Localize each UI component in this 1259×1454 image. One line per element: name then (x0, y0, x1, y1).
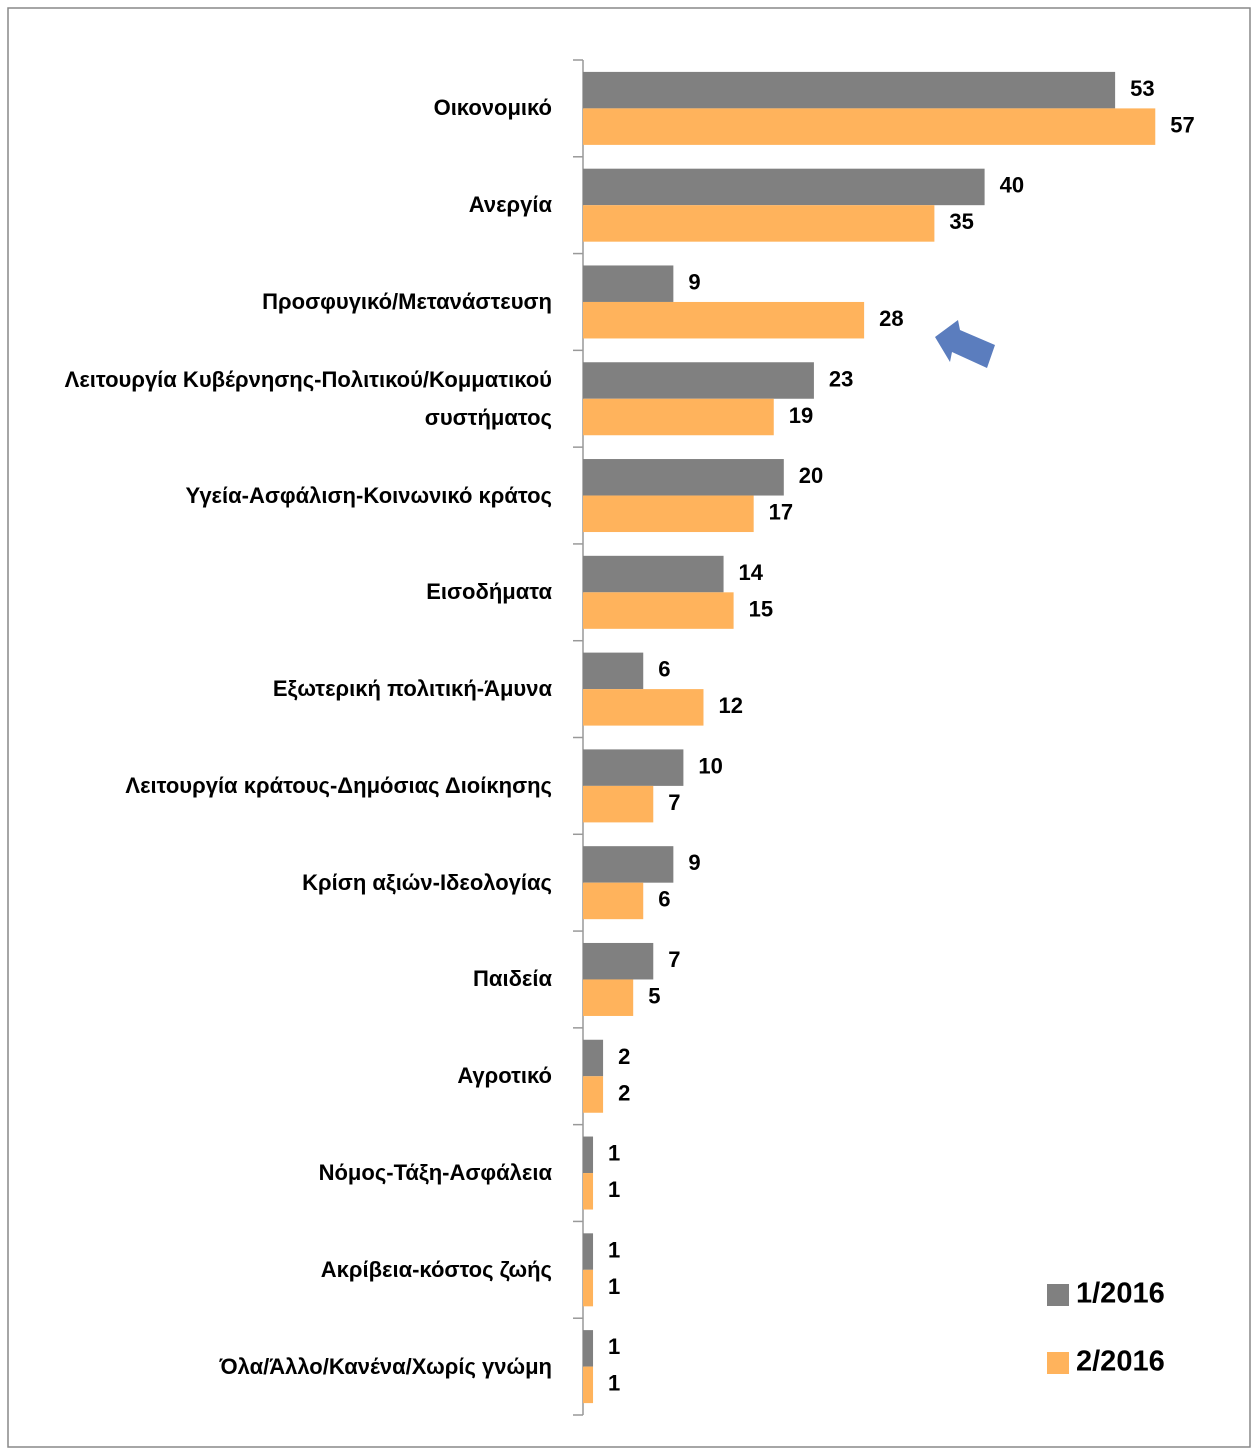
category-label: Οικονομικό (433, 95, 552, 121)
category-label: Εξωτερική πολιτική-Άμυνα (272, 676, 552, 702)
value-label: 10 (698, 753, 722, 778)
bar (583, 1330, 594, 1367)
bar (583, 1269, 594, 1307)
bar (583, 882, 644, 920)
bar (583, 71, 1116, 109)
value-label: 1 (608, 1274, 620, 1299)
value-label: 2 (618, 1044, 630, 1069)
category-label: Ακρίβεια-κόστος ζωής (320, 1256, 552, 1282)
bar (583, 1233, 594, 1270)
value-label: 53 (1130, 76, 1154, 101)
value-label: 9 (688, 270, 700, 295)
bar (583, 1076, 604, 1113)
legend-label: 1/2016 (1076, 1278, 1165, 1310)
bar (583, 398, 774, 436)
bar (583, 1173, 594, 1210)
bar (583, 1039, 604, 1077)
value-label: 19 (789, 403, 813, 428)
bar (583, 108, 1156, 145)
value-label: 15 (749, 596, 773, 621)
value-label: 28 (879, 306, 903, 331)
bar (583, 846, 674, 883)
arrow (935, 320, 995, 368)
bar (583, 942, 654, 980)
bar (583, 979, 634, 1016)
category-label: Λειτουργία κράτους-Δημόσιας Διοίκησης (125, 772, 552, 798)
value-label: 7 (668, 790, 680, 815)
bar (583, 1366, 594, 1404)
value-label: 40 (1000, 173, 1024, 198)
value-label: 35 (949, 209, 973, 234)
value-label: 20 (799, 463, 823, 488)
value-label: 17 (769, 500, 793, 525)
bar (583, 459, 784, 496)
value-label: 9 (688, 850, 700, 875)
bar (583, 265, 674, 302)
legend-swatch (1047, 1352, 1069, 1374)
bar (583, 168, 985, 206)
legend-swatch (1047, 1284, 1069, 1306)
bar (583, 652, 644, 690)
category-label: Υγεία-Ασφάλιση-Κοινωνικό κράτος (185, 482, 552, 508)
value-label: 1 (608, 1141, 620, 1166)
value-label: 6 (658, 657, 670, 682)
category-label: Αγροτικό (457, 1063, 552, 1089)
category-label: Κρίση αξιών-Ιδεολογίας (302, 869, 552, 895)
value-label: 14 (739, 560, 764, 585)
value-label: 12 (718, 693, 742, 718)
value-label: 1 (608, 1371, 620, 1396)
category-label: Νόμος-Τάξη-Ασφάλεια (318, 1160, 552, 1186)
bar (583, 592, 734, 629)
value-label: 7 (668, 947, 680, 972)
bar (583, 495, 754, 533)
bar (583, 749, 684, 786)
value-label: 5 (648, 984, 660, 1009)
bar (583, 689, 704, 726)
bar (583, 301, 865, 339)
value-label: 1 (608, 1237, 620, 1262)
frame (7, 7, 1251, 1448)
category-label: Εισοδήματα (426, 579, 552, 605)
legend-label: 2/2016 (1076, 1346, 1165, 1378)
bar (583, 555, 724, 593)
category-label: Ανεργία (468, 192, 552, 218)
value-label: 23 (829, 366, 853, 391)
bar (583, 785, 654, 823)
category-label: Προσφυγικό/Μετανάστευση (262, 288, 552, 314)
value-label: 1 (608, 1177, 620, 1202)
value-label: 57 (1170, 112, 1194, 137)
bar (583, 362, 814, 399)
value-label: 2 (618, 1080, 630, 1105)
value-label: 6 (658, 887, 670, 912)
category-label: Όλα/Άλλο/Κανένα/Χωρίς γνώμη (219, 1353, 552, 1379)
value-label: 1 (608, 1334, 620, 1359)
bar (583, 1136, 594, 1174)
bar (583, 205, 935, 242)
category-label: Παιδεία (473, 966, 552, 992)
category-label: Λειτουργία Κυβέρνησης-Πολιτικού/Κομματικ… (64, 366, 552, 430)
